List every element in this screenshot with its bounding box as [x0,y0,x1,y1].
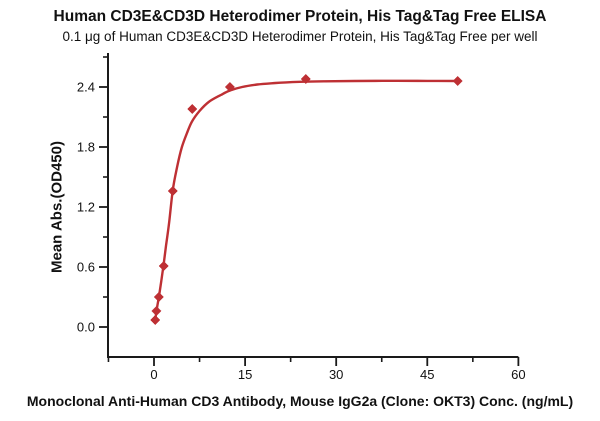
data-point-marker [167,185,178,197]
data-point-marker [187,103,198,115]
chart-subtitle: 0.1 μg of Human CD3E&CD3D Heterodimer Pr… [62,29,538,44]
x-axis-title: Monoclonal Anti-Human CD3 Antibody, Mous… [26,393,574,409]
x-tick-label: 45 [420,367,434,382]
x-tick-label: 15 [238,367,252,382]
data-point-marker [452,75,463,87]
y-tick-label: 0.0 [77,320,95,335]
x-tick-label: 60 [511,367,525,382]
fit-curve [154,79,459,322]
axis-frame [107,53,519,358]
data-point-marker [300,73,311,85]
chart-title: Human CD3E&CD3D Heterodimer Protein, His… [53,8,547,25]
data-point-marker [158,260,169,272]
data-point-marker [150,314,161,326]
data-point-marker [151,305,162,317]
data-point-marker [224,81,235,93]
data-point-marker [153,291,164,303]
x-tick-label: 0 [150,367,157,382]
y-tick-label: 1.2 [77,200,95,215]
y-tick-label: 1.8 [77,140,95,155]
y-tick-label: 2.4 [77,80,95,95]
x-tick-label: 30 [329,367,343,382]
y-tick-label: 0.6 [77,260,95,275]
